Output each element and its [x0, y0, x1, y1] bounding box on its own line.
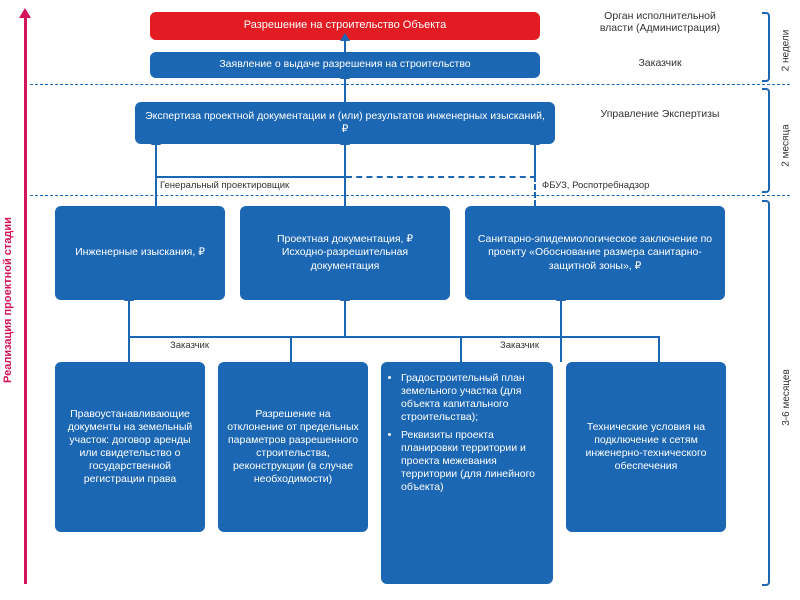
block-tech-conditions: Технические условия на подключение к сет…	[566, 362, 726, 532]
conn-right-h-dashed	[346, 176, 536, 178]
block-tech-conditions-text: Технические условия на подключение к сет…	[574, 421, 718, 474]
divider-1	[30, 84, 790, 85]
block-design-docs-text: Проектная документация, ₽ Исходно-разреш…	[248, 233, 442, 272]
bracket-2-weeks	[762, 12, 770, 82]
conn-l4-v	[658, 336, 660, 362]
block-application-text: Заявление о выдаче разрешения на строите…	[219, 58, 470, 71]
conn-l1-v	[128, 336, 130, 362]
conn-left-h	[155, 176, 346, 178]
conn-l2-v	[290, 336, 292, 362]
block-deviation-permit: Разрешение на отклонение от предельных п…	[218, 362, 368, 532]
block-land-docs: Правоустанавливающие документы на земель…	[55, 362, 205, 532]
vertical-stage-label: Реализация проектной стадии	[2, 217, 14, 383]
block-sanitary: Санитарно-эпидемиологическое заключение …	[465, 206, 725, 300]
duration-3-6-months: 3-6 месяцев	[781, 369, 792, 426]
arrow-b3-b2	[344, 78, 346, 102]
block-permit-text: Разрешение на строительство Объекта	[244, 19, 446, 33]
block-deviation-permit-text: Разрешение на отклонение от предельных п…	[226, 408, 360, 487]
urban-plan-item-1: Градостроительный план земельного участк…	[401, 372, 545, 425]
bracket-3-6-months	[762, 200, 770, 586]
block-expertise-text: Экспертиза проектной документации и (или…	[143, 110, 547, 136]
label-customer-right: Заказчик	[500, 340, 539, 351]
label-expertise-dept: Управление Экспертизы	[600, 108, 720, 120]
block-design-docs: Проектная документация, ₽ Исходно-разреш…	[240, 206, 450, 300]
duration-2-weeks: 2 недели	[780, 30, 791, 72]
label-customer-top: Заказчик	[610, 57, 710, 69]
label-authority: Орган исполнительной власти (Администрац…	[590, 10, 730, 34]
block-sanitary-text: Санитарно-эпидемиологическое заключение …	[473, 233, 717, 272]
conn-m1-v	[155, 176, 157, 206]
conn-m2-v	[344, 176, 346, 206]
arrow-m1-b3-left	[155, 144, 157, 176]
bracket-2-months	[762, 88, 770, 193]
block-urban-plan: Градостроительный план земельного участк…	[381, 362, 553, 584]
conn-l3-v	[460, 336, 462, 362]
arrow-m2-up	[344, 300, 346, 336]
conn-bottom-h	[128, 336, 562, 338]
label-gen-designer: Генеральный проектировщик	[160, 180, 289, 191]
block-eng-surveys-text: Инженерные изыскания, ₽	[75, 246, 205, 259]
conn-m3-v-dashed	[534, 176, 536, 206]
duration-2-months: 2 месяца	[781, 124, 792, 166]
block-urban-plan-list: Градостроительный план земельного участк…	[389, 372, 545, 498]
label-customer-left: Заказчик	[170, 340, 209, 351]
block-eng-surveys: Инженерные изыскания, ₽	[55, 206, 225, 300]
arrow-l-left-up	[128, 300, 130, 336]
vertical-arrow	[24, 16, 27, 584]
arrow-m3-b3-right	[534, 144, 536, 176]
arrow-m2-b3	[344, 144, 346, 176]
divider-2	[30, 195, 790, 196]
conn-l4-vx	[560, 336, 562, 362]
block-land-docs-text: Правоустанавливающие документы на земель…	[63, 408, 197, 487]
label-fbuz: ФБУЗ, Роспотребнадзор	[542, 180, 649, 191]
arrow-l-right-up	[560, 300, 562, 336]
arrow-b2-b1	[344, 40, 346, 52]
flowchart-canvas: Реализация проектной стадии 2 недели 2 м…	[0, 0, 800, 600]
conn-l4-h	[560, 336, 660, 338]
urban-plan-item-2: Реквизиты проекта планировки территории …	[401, 429, 545, 495]
